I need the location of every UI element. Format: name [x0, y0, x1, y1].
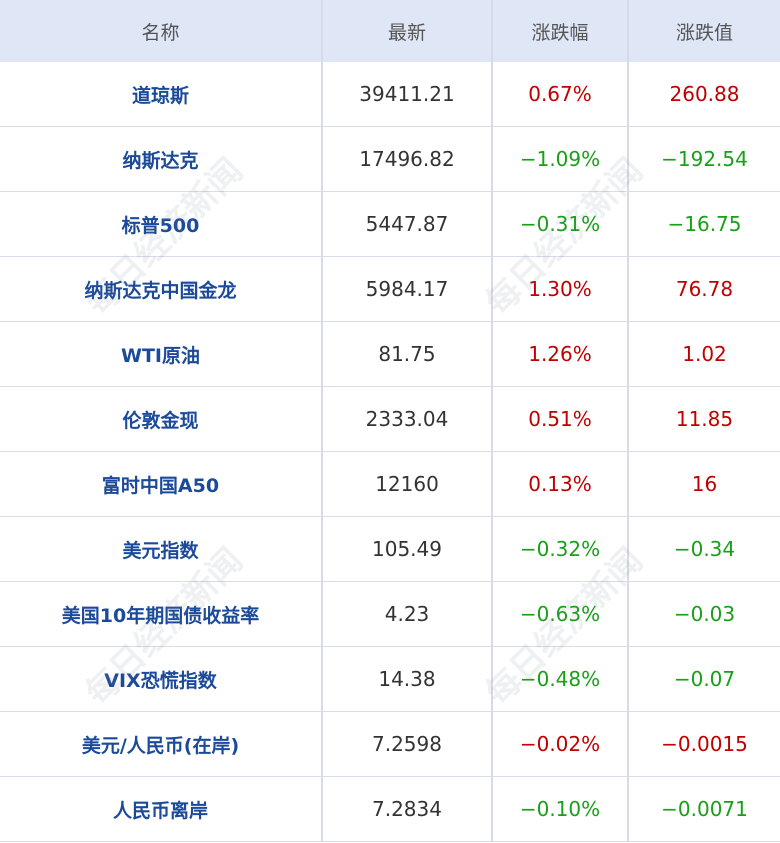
table-row: 人民币离岸 7.2834 −0.10% −0.0071	[0, 776, 780, 842]
change-cell: 76.78	[628, 256, 780, 322]
name-cell: WTI原油	[0, 321, 323, 387]
name-cell: 美元/人民币(在岸)	[0, 711, 323, 777]
pct-cell: 0.67%	[492, 62, 629, 127]
table-row: 纳斯达克中国金龙 5984.17 1.30% 76.78	[0, 256, 780, 322]
name-cell: 道琼斯	[0, 62, 323, 127]
table-row: 富时中国A50 12160 0.13% 16	[0, 451, 780, 517]
name-cell: 纳斯达克	[0, 126, 323, 192]
latest-cell: 5447.87	[322, 191, 493, 257]
name-cell: 富时中国A50	[0, 451, 323, 517]
header-row: 名称 最新 涨跌幅 涨跌值	[0, 0, 780, 62]
pct-cell: 0.13%	[492, 451, 629, 517]
name-cell: 伦敦金现	[0, 386, 323, 452]
table-row: 美元指数 105.49 −0.32% −0.34	[0, 516, 780, 582]
change-cell: −0.0071	[628, 776, 780, 842]
latest-cell: 12160	[322, 451, 493, 517]
table-row: 美元/人民币(在岸) 7.2598 −0.02% −0.0015	[0, 711, 780, 777]
name-cell: 美元指数	[0, 516, 323, 582]
change-cell: −0.03	[628, 581, 780, 647]
change-cell: −0.0015	[628, 711, 780, 777]
table-body: 道琼斯 39411.21 0.67% 260.88 纳斯达克 17496.82 −1.09%…	[0, 62, 780, 842]
latest-cell: 14.38	[322, 646, 493, 712]
pct-cell: −0.48%	[492, 646, 629, 712]
pct-cell: −0.63%	[492, 581, 629, 647]
pct-cell: 1.30%	[492, 256, 629, 322]
pct-cell: −0.32%	[492, 516, 629, 582]
header-cell: 涨跌幅	[492, 0, 629, 62]
header-cell: 名称	[0, 0, 323, 62]
name-cell: VIX恐慌指数	[0, 646, 323, 712]
change-cell: −0.34	[628, 516, 780, 582]
pct-cell: 1.26%	[492, 321, 629, 387]
table-row: 标普500 5447.87 −0.31% −16.75	[0, 191, 780, 257]
latest-cell: 105.49	[322, 516, 493, 582]
table-row: VIX恐慌指数 14.38 −0.48% −0.07	[0, 646, 780, 712]
change-cell: 260.88	[628, 62, 780, 127]
table-row: 纳斯达克 17496.82 −1.09% −192.54	[0, 126, 780, 192]
pct-cell: −0.02%	[492, 711, 629, 777]
change-cell: 1.02	[628, 321, 780, 387]
latest-cell: 2333.04	[322, 386, 493, 452]
table-row: 美国10年期国债收益率 4.23 −0.63% −0.03	[0, 581, 780, 647]
pct-cell: −1.09%	[492, 126, 629, 192]
name-cell: 人民币离岸	[0, 776, 323, 842]
name-cell: 标普500	[0, 191, 323, 257]
latest-cell: 39411.21	[322, 62, 493, 127]
change-cell: 16	[628, 451, 780, 517]
pct-cell: 0.51%	[492, 386, 629, 452]
header-cell: 最新	[322, 0, 493, 62]
latest-cell: 5984.17	[322, 256, 493, 322]
table-row: 道琼斯 39411.21 0.67% 260.88	[0, 62, 780, 127]
table-row: 伦敦金现 2333.04 0.51% 11.85	[0, 386, 780, 452]
change-cell: −16.75	[628, 191, 780, 257]
latest-cell: 81.75	[322, 321, 493, 387]
latest-cell: 7.2834	[322, 776, 493, 842]
header-cell: 涨跌值	[628, 0, 780, 62]
change-cell: −192.54	[628, 126, 780, 192]
change-cell: −0.07	[628, 646, 780, 712]
latest-cell: 7.2598	[322, 711, 493, 777]
latest-cell: 4.23	[322, 581, 493, 647]
pct-cell: −0.10%	[492, 776, 629, 842]
pct-cell: −0.31%	[492, 191, 629, 257]
latest-cell: 17496.82	[322, 126, 493, 192]
name-cell: 纳斯达克中国金龙	[0, 256, 323, 322]
change-cell: 11.85	[628, 386, 780, 452]
name-cell: 美国10年期国债收益率	[0, 581, 323, 647]
table-row: WTI原油 81.75 1.26% 1.02	[0, 321, 780, 387]
